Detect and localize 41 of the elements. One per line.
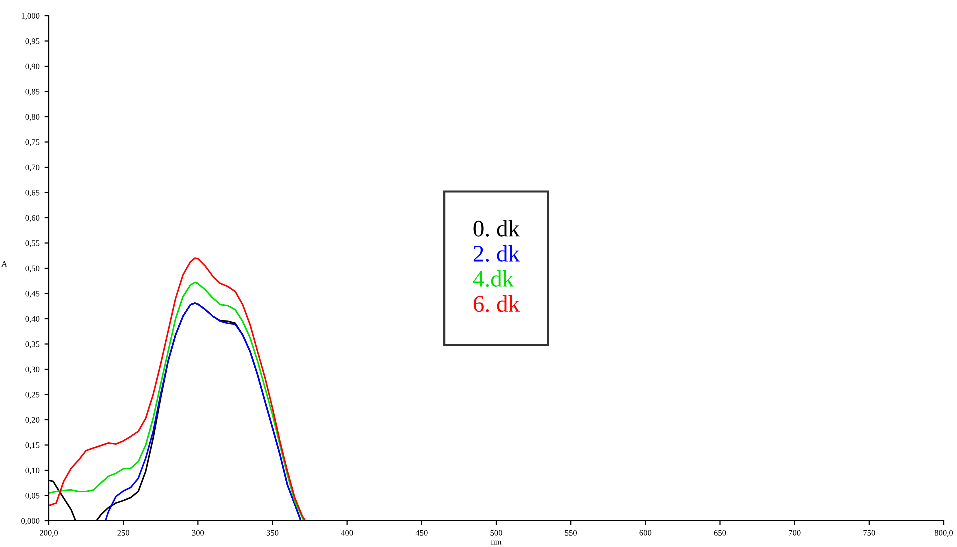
y-tick-label: 0,35 (26, 342, 40, 348)
y-tick-label: 0,15 (26, 442, 40, 450)
x-tick-label: 350 (266, 530, 279, 536)
x-tick-label: 700 (789, 530, 801, 536)
x-tick-label: 250 (118, 530, 130, 536)
y-tick-label: 0,80 (26, 114, 40, 122)
x-tick-label: 400 (341, 530, 354, 536)
y-tick-label: 1,000 (22, 13, 40, 20)
y-tick-label: 0,000 (22, 518, 40, 526)
x-tick-label: 300 (192, 530, 204, 536)
text: 0. dk (474, 220, 520, 237)
y-tick-label: 0,75 (26, 140, 40, 146)
x-tick-label: 200,0 (40, 530, 58, 538)
y-tick-label: 0,55 (26, 240, 40, 248)
x-tick-label: 550 (565, 530, 578, 536)
y-tick-label: 0,50 (26, 266, 40, 273)
text: 2. dk (474, 245, 520, 262)
y-tick-label: 0,60 (26, 215, 40, 222)
y-tick-label: 0,70 (26, 164, 40, 172)
y-tick-label: 0,05 (26, 493, 40, 500)
y-tick-label: 0,25 (26, 392, 40, 399)
y-tick-label: 0,45 (26, 291, 40, 298)
line-series (104, 302, 302, 521)
x-tick-label: 500 (490, 530, 502, 536)
y-tick-label: 0,10 (26, 468, 40, 475)
y-tick-label: 0,90 (26, 64, 40, 71)
text: 6. dk (474, 296, 520, 312)
x-tick-label: 800,0 (934, 530, 954, 538)
x-axis-title: nm (491, 540, 502, 545)
text: 4.dk (473, 270, 514, 288)
x-tick-label: 650 (714, 530, 726, 536)
x-tick-label: 600 (640, 530, 652, 536)
y-tick-label: 0,95 (26, 38, 40, 46)
y-tick-label: 0,20 (26, 417, 40, 424)
y-tick-label: 0,30 (26, 366, 40, 374)
y-tick-label: 0,65 (26, 190, 40, 197)
y-tick-label: 0,85 (26, 89, 40, 96)
y-tick-label: 0,40 (26, 316, 40, 324)
y-axis-title: A (2, 261, 8, 267)
x-tick-label: 450 (416, 530, 428, 536)
x-tick-label: 750 (864, 530, 876, 536)
